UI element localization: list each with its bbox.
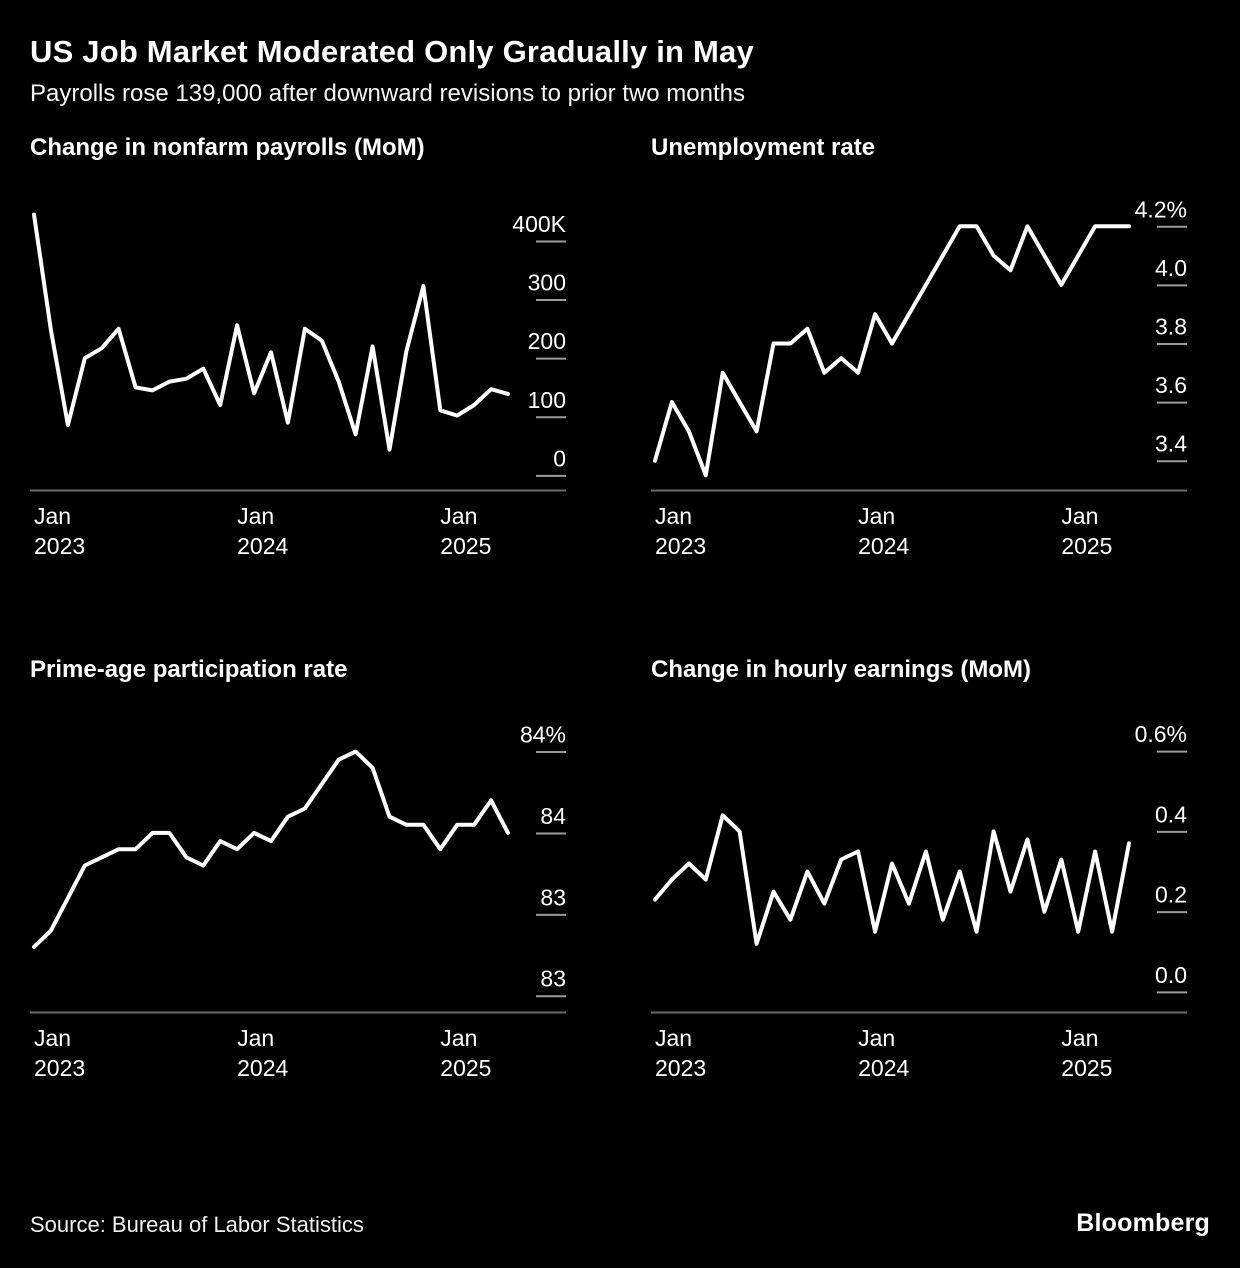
y-tick-label: 84 (540, 803, 566, 829)
y-tick-label: 200 (528, 328, 566, 354)
y-tick-label: 3.8 (1155, 314, 1187, 340)
x-tick-label: Jan (440, 503, 477, 529)
series-line (32, 212, 510, 452)
y-tick-label: 0.6% (1135, 721, 1187, 747)
y-tick-label: 0.0 (1155, 962, 1187, 988)
y-tick-label: 400K (512, 211, 566, 237)
y-tick-label: 100 (528, 387, 566, 413)
participation-rate-plot: 84% 84 83 83 Jan 2023 Jan 2024 Jan 2025 (30, 722, 566, 1081)
y-tick-label: 0.4 (1155, 801, 1187, 827)
x-tick-label: Jan (34, 503, 71, 529)
x-tick-label: Jan (1061, 1025, 1098, 1051)
x-tick-label: Jan (1061, 503, 1098, 529)
y-tick-label: 3.6 (1155, 372, 1187, 398)
x-tick-label: Jan (237, 1025, 274, 1051)
x-tick-label: Jan (858, 1025, 895, 1051)
x-tick-label: Jan (440, 1025, 477, 1051)
page-footer: Source: Bureau of Labor Statistics Bloom… (30, 1209, 1210, 1242)
chart-title: Unemployment rate (651, 134, 876, 161)
x-tick-label: 2024 (858, 533, 909, 559)
x-tick-label: 2025 (440, 533, 491, 559)
x-tick-label: Jan (237, 503, 274, 529)
chart-unemployment-rate: Unemployment rate 4.2% 4.0 3.8 3.6 3.4 Jan 202… (651, 134, 1210, 592)
x-tick-label: 2024 (237, 533, 288, 559)
y-tick-label: 3.4 (1155, 431, 1187, 457)
source-note: Source: Bureau of Labor Statistics (30, 1212, 364, 1237)
x-tick-label: 2024 (858, 1055, 909, 1081)
x-tick-label: 2023 (655, 1055, 706, 1081)
chart-participation-rate: Prime-age participation rate 84% 84 83 83 Ja… (30, 656, 589, 1114)
series-line (653, 813, 1131, 946)
y-tick-label: 0 (553, 445, 566, 471)
unemployment-rate-plot: 4.2% 4.0 3.8 3.6 3.4 Jan 2023 Jan 2024 Jan 2025 (651, 196, 1187, 559)
y-tick-label: 83 (540, 884, 566, 910)
page-title: US Job Market Moderated Only Gradually i… (30, 34, 754, 69)
series-line (653, 224, 1131, 478)
x-tick-label: Jan (34, 1025, 71, 1051)
x-tick-label: 2023 (34, 533, 85, 559)
x-tick-label: Jan (655, 503, 692, 529)
y-tick-label: 84% (520, 722, 566, 748)
x-tick-label: 2024 (237, 1055, 288, 1081)
x-tick-label: Jan (858, 503, 895, 529)
x-tick-label: Jan (655, 1025, 692, 1051)
y-tick-label: 300 (528, 270, 566, 296)
chart-nonfarm-payrolls: Change in nonfarm payrolls (MoM) 400K 300… (30, 134, 589, 592)
series-line (32, 749, 510, 949)
chart-grid: Change in nonfarm payrolls (MoM) 400K 300… (30, 134, 1210, 1114)
page-header: US Job Market Moderated Only Gradually i… (30, 26, 1210, 134)
y-tick-label: 83 (540, 966, 566, 992)
chart-title: Change in nonfarm payrolls (MoM) (30, 134, 425, 161)
x-tick-label: 2025 (1061, 533, 1112, 559)
y-tick-label: 0.2 (1155, 882, 1187, 908)
x-tick-label: 2023 (655, 533, 706, 559)
page-subtitle: Payrolls rose 139,000 after downward rev… (30, 80, 746, 107)
chart-title: Prime-age participation rate (30, 656, 348, 683)
nonfarm-payrolls-plot: 400K 300 200 100 0 Jan 2023 Jan 2024 Jan 2025 (30, 211, 567, 559)
hourly-earnings-plot: 0.6% 0.4 0.2 0.0 Jan 2023 Jan 2024 Jan 2025 (651, 721, 1187, 1081)
x-tick-label: 2025 (440, 1055, 491, 1081)
bloomberg-logo: Bloomberg (1076, 1209, 1210, 1237)
chart-hourly-earnings: Change in hourly earnings (MoM) 0.6% 0.4 0… (651, 656, 1210, 1114)
x-tick-label: 2023 (34, 1055, 85, 1081)
chart-title: Change in hourly earnings (MoM) (651, 656, 1032, 683)
y-tick-label: 4.2% (1135, 196, 1187, 222)
y-tick-label: 4.0 (1155, 255, 1187, 281)
x-tick-label: 2025 (1061, 1055, 1112, 1081)
